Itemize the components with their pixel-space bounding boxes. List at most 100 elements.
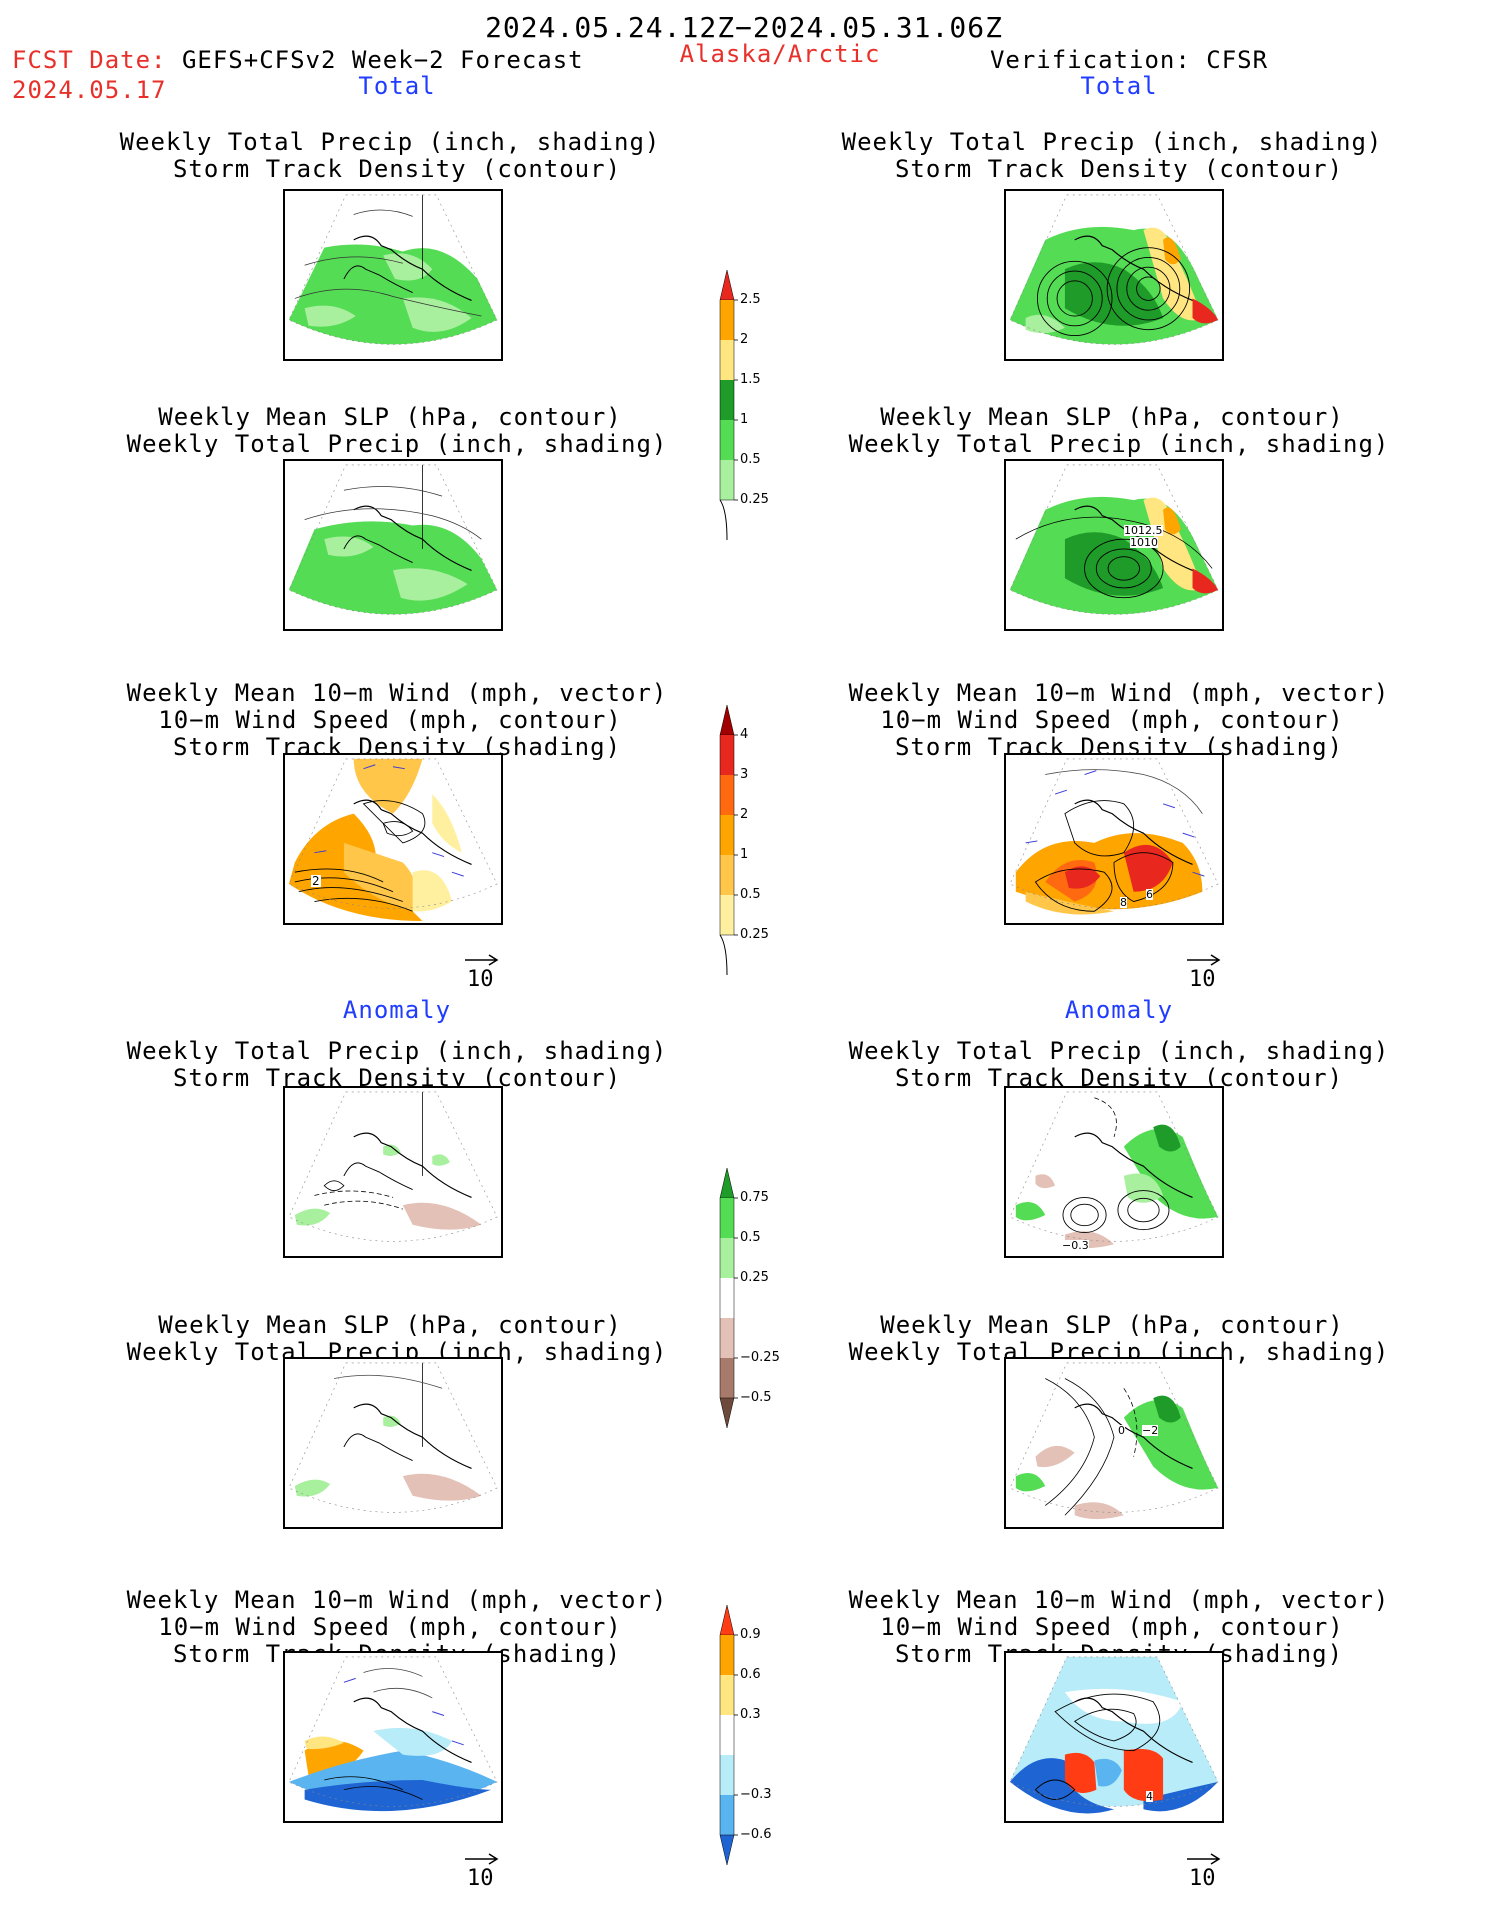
- precip_anom-label-0: 0.75: [740, 1190, 769, 1205]
- precip_total-swatch-0: [719, 269, 735, 301]
- fcst-date-value: 2024.05.17: [12, 76, 167, 104]
- caption-tl3-line1: Weekly Mean 10−m Wind (mph, vector): [126, 679, 668, 707]
- map-label-tl3-0: 2: [311, 874, 321, 888]
- precip_anom-label-2: 0.25: [740, 1270, 769, 1285]
- storm_anom-swatch-6: [719, 1834, 735, 1866]
- precip_anom-swatch-6: [719, 1397, 735, 1429]
- map-total-wind-storm-verification: 8 6: [1004, 753, 1224, 925]
- wind-ref-arrow-anomaly-left: 10: [463, 1852, 503, 1890]
- caption-al3-line2: 10−m Wind Speed (mph, contour): [158, 1613, 622, 1641]
- precip_total-swatch-4: [720, 420, 734, 460]
- caption-tl3-line2: 10−m Wind Speed (mph, contour): [158, 706, 622, 734]
- region-label: Alaska/Arctic: [679, 40, 881, 68]
- caption-tl3-line3: Storm Track Density (shading): [172, 733, 622, 761]
- map-label-ar1-0: −0.3: [1062, 1239, 1089, 1252]
- fcst-date-label: FCST Date:: [12, 46, 167, 74]
- caption-al2-line2: Weekly Total Precip (inch, shading): [126, 1338, 668, 1366]
- section-anomaly-left: Anomaly: [342, 996, 452, 1024]
- storm_anom-label-0: 0.9: [740, 1627, 761, 1642]
- storm_total-swatch-5: [720, 895, 734, 935]
- precip_anom-label-4: −0.5: [740, 1390, 772, 1405]
- storm_total-label-1: 3: [740, 767, 749, 782]
- precip_total-label-5: 0.25: [740, 492, 769, 507]
- caption-al2-line1: Weekly Mean SLP (hPa, contour): [158, 1311, 622, 1339]
- map-anomaly-wind-storm-verification: 4: [1004, 1651, 1224, 1823]
- precip_total-label-3: 1: [740, 412, 749, 427]
- caption-tr2-line1: Weekly Mean SLP (hPa, contour): [880, 403, 1344, 431]
- date-range-title: 2024.05.24.12Z−2024.05.31.06Z: [485, 11, 1003, 44]
- storm_anom-label-3: −0.3: [740, 1787, 772, 1802]
- map-anomaly-precip-storm-verification: −0.3: [1004, 1086, 1224, 1258]
- caption-tr1-line2: Storm Track Density (contour): [894, 155, 1344, 183]
- storm_anom-svg: [719, 1604, 738, 1866]
- storm_anom-label-2: 0.3: [740, 1707, 761, 1722]
- storm_total-label-3: 1: [740, 847, 749, 862]
- storm_total-swatch-4: [720, 855, 734, 895]
- caption-tr1-line1: Weekly Total Precip (inch, shading): [841, 128, 1383, 156]
- storm_anom-swatch-4: [720, 1755, 734, 1795]
- caption-tr3-line2: 10−m Wind Speed (mph, contour): [880, 706, 1344, 734]
- fcst-date-line: FCST Date: GEFS+CFSv2 Week−2 Forecast: [12, 48, 584, 72]
- precip_total-swatch-5: [720, 460, 734, 500]
- caption-tl2-line2: Weekly Total Precip (inch, shading): [126, 430, 668, 458]
- precip_total-swatch-3: [720, 380, 734, 420]
- wind-ref-arrow-anomaly-right: 10: [1185, 1852, 1225, 1890]
- map-total-slp-precip-verification: 1012.5 1010: [1004, 459, 1224, 631]
- wind-ref-label: 10: [467, 1866, 494, 1891]
- map-total-precip-storm-verification: [1004, 189, 1224, 361]
- wind-ref-arrow-total-left: 10: [463, 953, 503, 991]
- map-label-tr3-1: 6: [1146, 888, 1153, 901]
- precip_anom-label-3: −0.25: [740, 1350, 780, 1365]
- map-total-precip-storm-forecast: [283, 189, 503, 361]
- precip_total-label-2: 1.5: [740, 372, 761, 387]
- precip_anom-swatch-0: [719, 1167, 735, 1199]
- map-anomaly-wind-storm-forecast: [283, 1651, 503, 1823]
- verification-label: Verification: CFSR: [989, 46, 1269, 74]
- storm_total-svg: [719, 704, 738, 976]
- section-total-right: Total: [1080, 72, 1158, 100]
- precip_total-label-4: 0.5: [740, 452, 761, 467]
- map-anomaly-slp-precip-forecast: [283, 1357, 503, 1529]
- section-anomaly-right: Anomaly: [1064, 996, 1174, 1024]
- storm_anom-label-4: −0.6: [740, 1827, 772, 1842]
- precip_anom-swatch-1: [720, 1198, 734, 1238]
- caption-ar1-line1: Weekly Total Precip (inch, shading): [848, 1037, 1390, 1065]
- precip_total-swatch-2: [720, 340, 734, 380]
- caption-al1-line2: Storm Track Density (contour): [172, 1064, 622, 1092]
- precip_anom-swatch-5: [720, 1358, 734, 1398]
- precip_anom-label-1: 0.5: [740, 1230, 761, 1245]
- map-label-tr3-0: 8: [1120, 896, 1127, 909]
- map-label-tr2-1: 1010: [1130, 536, 1158, 549]
- precip_total-svg: [719, 269, 738, 541]
- precip_anom-swatch-2: [720, 1238, 734, 1278]
- map-label-ar2-1: −2: [1142, 1424, 1159, 1437]
- map-label-ar3-0: 4: [1146, 1790, 1153, 1803]
- precip_anom-svg: [719, 1167, 738, 1429]
- caption-tl1-line1: Weekly Total Precip (inch, shading): [119, 128, 661, 156]
- wind-ref-label: 10: [467, 967, 494, 992]
- caption-ar2-line1: Weekly Mean SLP (hPa, contour): [880, 1311, 1344, 1339]
- fcst-model: GEFS+CFSv2 Week−2 Forecast: [181, 46, 584, 74]
- wind-ref-label: 10: [1189, 1866, 1216, 1891]
- caption-al3-line1: Weekly Mean 10−m Wind (mph, vector): [126, 1586, 668, 1614]
- storm_anom-label-1: 0.6: [740, 1667, 761, 1682]
- precip_total-label-0: 2.5: [740, 292, 761, 307]
- storm_anom-swatch-3: [720, 1715, 734, 1755]
- storm_total-swatch-3: [720, 815, 734, 855]
- caption-ar3-line2: 10−m Wind Speed (mph, contour): [880, 1613, 1344, 1641]
- storm_anom-swatch-5: [720, 1795, 734, 1835]
- map-label-tr2-0: 1012.5: [1124, 524, 1163, 537]
- storm_total-label-5: 0.25: [740, 927, 769, 942]
- storm_anom-swatch-2: [720, 1675, 734, 1715]
- wind-ref-label: 10: [1189, 967, 1216, 992]
- storm_anom-swatch-1: [720, 1635, 734, 1675]
- caption-ar1-line2: Storm Track Density (contour): [894, 1064, 1344, 1092]
- precip_total-swatch-1: [720, 300, 734, 340]
- section-total-left: Total: [358, 72, 436, 100]
- wind-ref-arrow-total-right: 10: [1185, 953, 1225, 991]
- precip_anom-swatch-3: [720, 1278, 734, 1318]
- map-label-ar2-0: 0: [1118, 1424, 1125, 1437]
- map-total-slp-precip-forecast: [283, 459, 503, 631]
- caption-tr3-line1: Weekly Mean 10−m Wind (mph, vector): [848, 679, 1390, 707]
- precip_total-label-1: 2: [740, 332, 749, 347]
